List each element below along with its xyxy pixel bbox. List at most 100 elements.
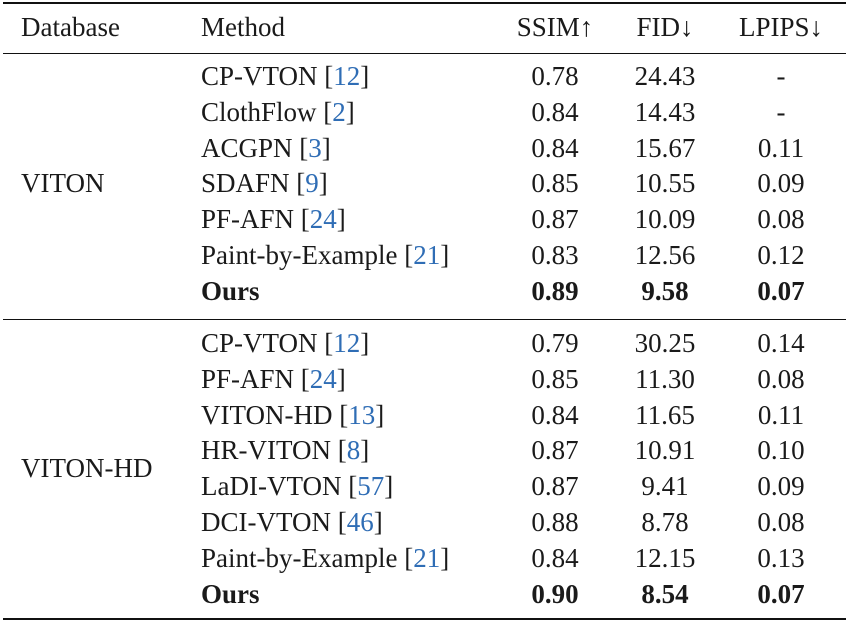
ssim-value: 0.87: [531, 435, 579, 466]
lpips-value: 0.08: [757, 507, 805, 537]
lpips-value: -: [776, 96, 786, 127]
method-name: Paint-by-Example: [201, 240, 398, 270]
fid-value: 11.65: [635, 399, 695, 430]
method-name: PF-AFN: [201, 363, 295, 394]
database-label: VITON-HD: [21, 453, 153, 484]
ssim-value: 0.84: [531, 399, 579, 430]
method-name: HR-VITON: [201, 435, 331, 466]
citation-link[interactable]: 57: [357, 471, 385, 502]
method-cell: ACGPN [3]: [201, 132, 331, 163]
ssim-value: 0.78: [531, 61, 579, 91]
ssim-value: 0.84: [531, 542, 579, 573]
lpips-value: 0.07: [757, 578, 805, 609]
citation-link[interactable]: 3: [308, 132, 322, 163]
method-cell: PF-AFN [24]: [201, 204, 346, 235]
method-name: CP-VTON: [201, 328, 318, 358]
fid-value: 8.78: [641, 507, 689, 537]
method-name: VITON-HD: [201, 399, 333, 430]
fid-value: 12.56: [634, 240, 696, 270]
lpips-value: 0.11: [757, 132, 805, 163]
method-cell: CP-VTON [12]: [201, 61, 370, 91]
citation-link[interactable]: 24: [309, 363, 337, 394]
method-cell: Paint-by-Example [21]: [201, 240, 450, 270]
database-label: VITON: [21, 168, 105, 199]
top-rule: [3, 2, 846, 4]
citation-link[interactable]: 9: [305, 168, 319, 199]
method-name: Ours: [201, 275, 260, 306]
method-cell: VITON-HD [13]: [201, 399, 385, 430]
ssim-value: 0.84: [531, 96, 579, 127]
method-name: ClothFlow: [201, 96, 317, 127]
ssim-value: 0.90: [531, 578, 579, 609]
fid-value: 14.43: [634, 96, 696, 127]
lpips-value: -: [776, 61, 786, 91]
fid-value: 10.55: [634, 168, 696, 199]
ssim-value: 0.83: [531, 240, 579, 270]
ssim-value: 0.89: [531, 275, 579, 306]
citation-link[interactable]: 2: [332, 96, 346, 127]
citation-link[interactable]: 24: [309, 204, 337, 235]
method-cell: DCI-VTON [46]: [201, 507, 383, 537]
lpips-value: 0.10: [757, 435, 805, 466]
ssim-value: 0.87: [531, 204, 579, 235]
method-cell: Paint-by-Example [21]: [201, 542, 450, 573]
citation-link[interactable]: 13: [348, 399, 376, 430]
method-cell: ClothFlow [2]: [201, 96, 355, 127]
method-name: PF-AFN: [201, 204, 295, 235]
header-fid: FID↓: [636, 12, 694, 42]
ssim-value: 0.85: [531, 363, 579, 394]
header-method: Method: [201, 12, 285, 42]
lpips-value: 0.12: [757, 240, 805, 270]
method-name: LaDI-VTON: [201, 471, 342, 502]
citation-link[interactable]: 8: [346, 435, 361, 466]
fid-value: 9.58: [641, 275, 689, 306]
group-separator-rule: [3, 319, 846, 321]
ssim-value: 0.84: [531, 132, 579, 163]
lpips-value: 0.09: [757, 471, 805, 502]
method-cell: Ours: [201, 273, 260, 309]
lpips-value: 0.13: [757, 542, 805, 573]
method-name: CP-VTON: [201, 61, 318, 91]
header-ssim: SSIM↑: [516, 12, 594, 42]
ssim-value: 0.88: [531, 507, 579, 537]
ssim-value: 0.85: [531, 168, 579, 199]
lpips-value: 0.07: [757, 275, 805, 306]
citation-link[interactable]: 21: [413, 542, 441, 573]
citation-link[interactable]: 21: [413, 240, 441, 270]
bottom-rule: [3, 618, 846, 620]
citation-link[interactable]: 46: [346, 507, 374, 537]
ssim-value: 0.79: [531, 328, 579, 358]
header-database: Database: [21, 12, 120, 42]
header-rule: [3, 53, 846, 55]
method-cell: SDAFN [9]: [201, 168, 328, 199]
fid-value: 8.54: [641, 578, 689, 609]
citation-link[interactable]: 12: [333, 61, 361, 91]
lpips-value: 0.08: [757, 363, 805, 394]
fid-value: 12.15: [634, 542, 696, 573]
method-name: DCI-VTON: [201, 507, 331, 537]
method-name: SDAFN: [201, 168, 290, 199]
method-cell: Ours: [201, 576, 260, 612]
fid-value: 9.41: [641, 471, 689, 502]
method-name: Ours: [201, 578, 260, 609]
lpips-value: 0.14: [757, 328, 805, 358]
lpips-value: 0.11: [757, 399, 805, 430]
fid-value: 10.09: [634, 204, 696, 235]
lpips-value: 0.09: [757, 168, 805, 199]
fid-value: 15.67: [634, 132, 696, 163]
fid-value: 24.43: [634, 61, 696, 91]
method-cell: PF-AFN [24]: [201, 363, 346, 394]
header-lpips: LPIPS↓: [738, 12, 824, 42]
fid-value: 30.25: [634, 328, 696, 358]
lpips-value: 0.08: [757, 204, 805, 235]
method-cell: LaDI-VTON [57]: [201, 471, 394, 502]
citation-link[interactable]: 12: [333, 328, 361, 358]
method-name: ACGPN: [201, 132, 293, 163]
ssim-value: 0.87: [531, 471, 579, 502]
method-cell: CP-VTON [12]: [201, 328, 370, 358]
fid-value: 10.91: [634, 435, 696, 466]
fid-value: 11.30: [635, 363, 695, 394]
method-name: Paint-by-Example: [201, 542, 398, 573]
method-cell: HR-VITON [8]: [201, 435, 370, 466]
